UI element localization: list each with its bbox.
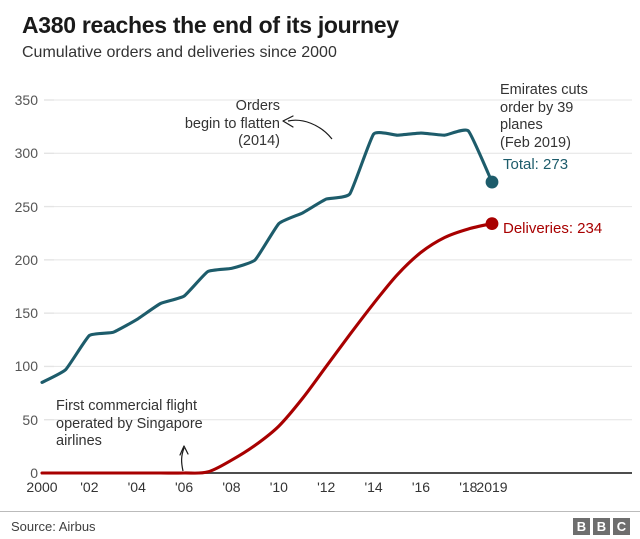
annotation-leader-lines — [179, 115, 333, 472]
annotation-line: planes — [500, 117, 543, 134]
x-axis-tick-label: 2019 — [476, 479, 508, 495]
y-axis-tick-label: 250 — [14, 198, 38, 215]
x-axis-tick-label: '14 — [364, 479, 383, 495]
bbc-logo: B B C — [573, 518, 630, 535]
chart-plot-area — [40, 99, 632, 475]
x-axis-tick-label: '06 — [174, 479, 194, 495]
x-axis-tick-label: '12 — [317, 479, 336, 495]
y-axis-tick-label: 300 — [14, 145, 38, 162]
y-tick-marks — [44, 99, 54, 421]
page-subtitle: Cumulative orders and deliveries since 2… — [22, 44, 337, 61]
page-title: A380 reaches the end of its journey — [22, 12, 399, 38]
series-end-markers — [485, 175, 499, 231]
x-axis-tick-label: '10 — [269, 479, 288, 495]
x-axis-tick-label: 2000 — [26, 479, 58, 495]
series-label-total: Total: 273 — [503, 156, 569, 173]
y-axis-tick-label: 50 — [22, 411, 38, 428]
annotation-orders-flatten: Orders begin to flatten (2014) — [120, 98, 280, 151]
series-lines — [40, 128, 494, 475]
source-credit: Source: Airbus — [11, 519, 96, 534]
y-axis-tick-label: 150 — [14, 305, 38, 322]
annotation-line: operated by Singapore — [56, 415, 203, 432]
gridlines — [54, 99, 632, 421]
y-axis-tick-label: 200 — [14, 251, 38, 268]
y-axis-tick-label: 350 — [14, 92, 38, 108]
annotation-line: (Feb 2019) — [500, 135, 571, 152]
annotation-line: begin to flatten — [184, 115, 280, 132]
x-axis-tick-label: '02 — [80, 479, 99, 495]
x-axis-tick-label: '16 — [411, 479, 431, 495]
bbc-logo-letter-1: B — [573, 518, 590, 535]
y-axis-tick-label: 0 — [30, 465, 38, 481]
annotation-first-flight: First commercial flight operated by Singa… — [56, 398, 256, 451]
y-axis-tick-label: 100 — [14, 358, 38, 375]
annotation-line: First commercial flight — [56, 398, 197, 414]
footer-divider — [0, 511, 640, 512]
x-axis-tick-label: '08 — [222, 479, 241, 495]
annotation-line: Orders — [235, 98, 280, 114]
annotation-line: Emirates cuts — [500, 82, 588, 98]
series-label-deliveries: Deliveries: 234 — [503, 220, 603, 237]
x-axis-tick-label: '04 — [127, 479, 146, 495]
bbc-logo-letter-2: B — [593, 518, 610, 535]
annotation-line: (2014) — [238, 133, 280, 150]
annotation-line: airlines — [56, 433, 102, 450]
annotation-line: order by 39 — [500, 99, 574, 116]
x-axis-tick-label: '18 — [459, 479, 478, 495]
bbc-logo-letter-3: C — [613, 518, 630, 535]
annotation-emirates-cut: Emirates cuts order by 39 planes (Feb 2019) — [500, 82, 635, 153]
